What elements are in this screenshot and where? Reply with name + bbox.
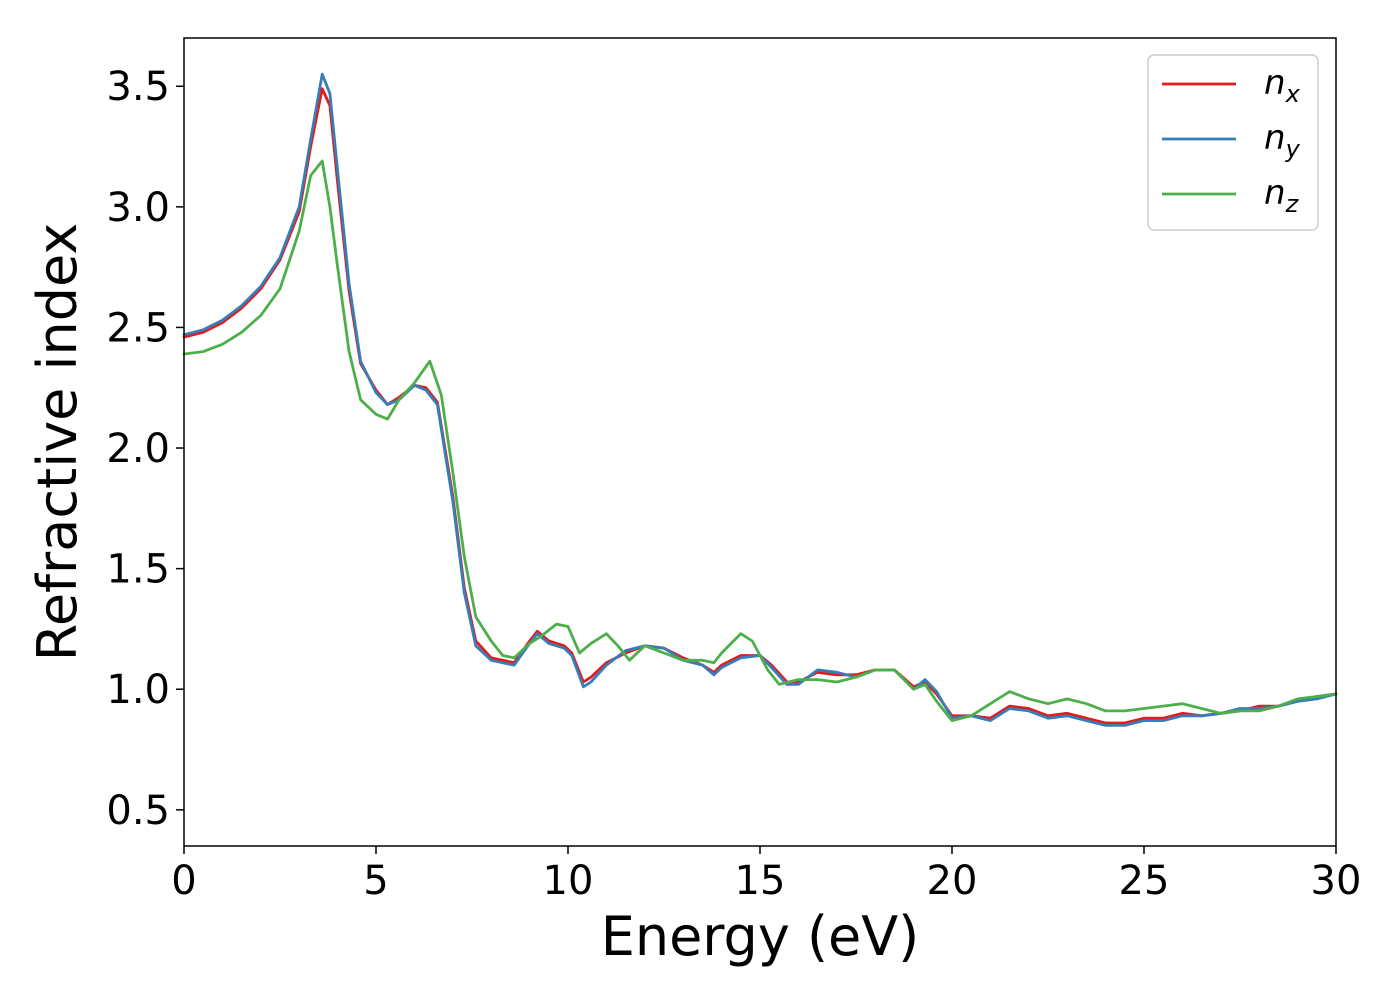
- y-tick-label: 1.0: [106, 667, 170, 713]
- legend-label-nz: nz: [1264, 173, 1300, 218]
- legend-label-subscript: x: [1285, 80, 1301, 108]
- y-axis-ticks: 0.5 1.0 1.5 2.0 2.5 3.0 3.5: [106, 64, 184, 834]
- x-tick-label: 20: [927, 858, 978, 904]
- series-line-ny: [182, 72, 1338, 727]
- legend-label-main: n: [1264, 118, 1286, 158]
- x-tick-label: 25: [1119, 858, 1170, 904]
- y-tick-label: 3.0: [106, 185, 170, 231]
- x-tick-label: 0: [171, 858, 196, 904]
- x-tick-label: 30: [1311, 858, 1362, 904]
- y-tick-label: 1.5: [106, 547, 170, 593]
- x-tick-label: 15: [735, 858, 786, 904]
- legend-box: [1147, 54, 1319, 231]
- x-tick-label: 10: [543, 858, 594, 904]
- y-tick-label: 0.5: [106, 788, 170, 834]
- legend-label-main: n: [1264, 173, 1286, 213]
- legend-label-nx: nx: [1264, 63, 1301, 108]
- series-line-nz: [182, 159, 1338, 722]
- x-axis-title: Energy (eV): [601, 905, 920, 968]
- legend-label-main: n: [1264, 63, 1286, 103]
- legend-label-ny: ny: [1264, 118, 1301, 163]
- y-tick-label: 3.5: [106, 64, 170, 110]
- y-tick-label: 2.5: [106, 305, 170, 351]
- legend-label-subscript: y: [1285, 135, 1301, 163]
- series-group: [182, 72, 1338, 727]
- x-axis-ticks: 0 5 10 15 20 25 30: [171, 846, 1361, 904]
- y-axis-title: Refractive index: [26, 223, 89, 662]
- plot-background: [184, 38, 1336, 846]
- legend-label-subscript: z: [1285, 190, 1300, 218]
- x-tick-label: 5: [363, 858, 388, 904]
- y-tick-label: 2.0: [106, 426, 170, 472]
